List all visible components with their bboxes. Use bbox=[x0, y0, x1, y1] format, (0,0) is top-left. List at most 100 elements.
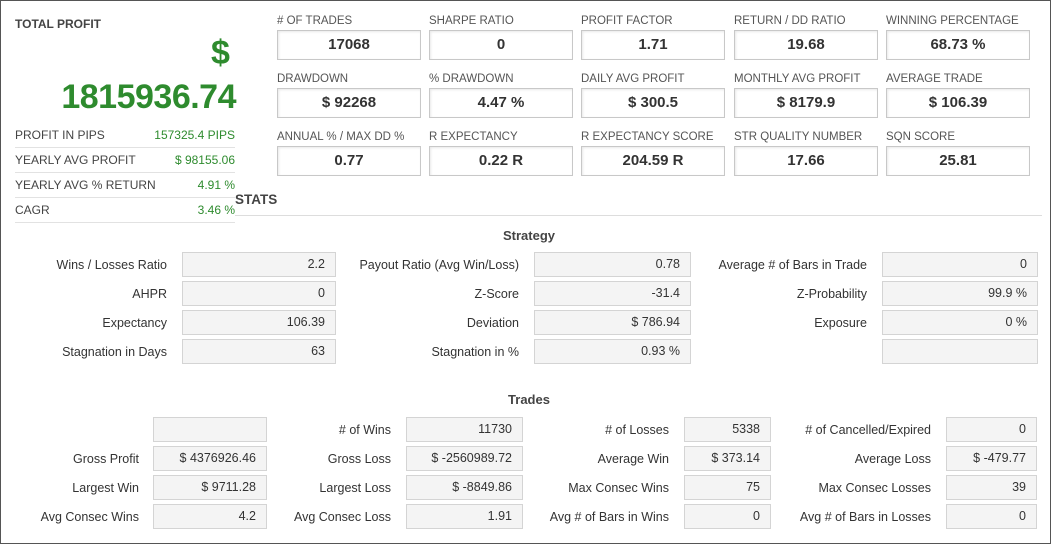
summary-row-cagr: CAGR 3.46 % bbox=[15, 198, 235, 223]
metric-label: PROFIT FACTOR bbox=[581, 15, 673, 27]
metric-label: % DRAWDOWN bbox=[429, 73, 514, 85]
stats-heading: STATS bbox=[235, 192, 278, 207]
stat-value: 0 bbox=[882, 252, 1038, 277]
metric-value: 17.66 bbox=[734, 146, 878, 176]
summary-label: CAGR bbox=[15, 203, 50, 217]
stat-value: 0 % bbox=[882, 310, 1038, 335]
summary-row-yearly-avg-profit: YEARLY AVG PROFIT $ 98155.06 bbox=[15, 148, 235, 173]
stat-label: Average # of Bars in Trade bbox=[718, 258, 867, 272]
trade-stat-value: $ 9711.28 bbox=[153, 475, 267, 500]
stat-value: 106.39 bbox=[182, 310, 336, 335]
stat-value: 63 bbox=[182, 339, 336, 364]
summary-value: $ 98155.06 bbox=[174, 153, 235, 167]
trade-stat-value: 0 bbox=[684, 504, 771, 529]
stats-divider bbox=[235, 215, 1042, 216]
summary-value: 3.46 % bbox=[197, 203, 235, 217]
summary-row-yearly-avg-return: YEARLY AVG % RETURN 4.91 % bbox=[15, 173, 235, 198]
stat-label: Z-Score bbox=[474, 287, 519, 301]
trade-stat-label: Avg Consec Wins bbox=[40, 510, 139, 524]
trade-stat-label: Avg Consec Loss bbox=[293, 510, 391, 524]
stat-value: 99.9 % bbox=[882, 281, 1038, 306]
metric-value: $ 8179.9 bbox=[734, 88, 878, 118]
metric-value: 4.47 % bbox=[429, 88, 573, 118]
metric-value: 25.81 bbox=[886, 146, 1030, 176]
stat-label: Wins / Losses Ratio bbox=[56, 258, 167, 272]
trade-stat-value: 4.2 bbox=[153, 504, 267, 529]
trades-section-title: Trades bbox=[508, 392, 550, 407]
metric-label: R EXPECTANCY bbox=[429, 131, 518, 143]
summary-label: YEARLY AVG PROFIT bbox=[15, 153, 136, 167]
stat-value: 2.2 bbox=[182, 252, 336, 277]
trade-stat-label: Avg # of Bars in Losses bbox=[799, 510, 931, 524]
trade-stat-label: Largest Win bbox=[72, 481, 139, 495]
metric-label: SHARPE RATIO bbox=[429, 15, 514, 27]
trade-stat-label: # of Losses bbox=[605, 423, 669, 437]
currency-symbol: $ bbox=[211, 34, 230, 72]
summary-value: 4.91 % bbox=[197, 178, 235, 192]
summary-value: 157325.4 PIPS bbox=[154, 128, 235, 142]
metric-value: 1.71 bbox=[581, 30, 725, 60]
metric-label: MONTHLY AVG PROFIT bbox=[734, 73, 861, 85]
stat-value: 0 bbox=[182, 281, 336, 306]
stat-label: Stagnation in Days bbox=[62, 345, 167, 359]
stat-label: Payout Ratio (Avg Win/Loss) bbox=[359, 258, 519, 272]
metric-value: 204.59 R bbox=[581, 146, 725, 176]
stat-value: 0.78 bbox=[534, 252, 691, 277]
trade-stat-value: $ -8849.86 bbox=[406, 475, 523, 500]
metric-value: 68.73 % bbox=[886, 30, 1030, 60]
metric-value: 17068 bbox=[277, 30, 421, 60]
metric-value: 0.22 R bbox=[429, 146, 573, 176]
trade-stat-value: $ 4376926.46 bbox=[153, 446, 267, 471]
trade-stat-value: 5338 bbox=[684, 417, 771, 442]
total-profit-title: TOTAL PROFIT bbox=[15, 17, 101, 31]
trade-stat-label: Largest Loss bbox=[319, 481, 391, 495]
metric-label: # OF TRADES bbox=[277, 15, 353, 27]
metric-label: DAILY AVG PROFIT bbox=[581, 73, 685, 85]
metric-label: STR QUALITY NUMBER bbox=[734, 131, 863, 143]
trade-stat-value: 1.91 bbox=[406, 504, 523, 529]
trade-stat-value: 75 bbox=[684, 475, 771, 500]
trade-stat-label: Max Consec Wins bbox=[568, 481, 669, 495]
trade-stat-value: $ -2560989.72 bbox=[406, 446, 523, 471]
trade-stat-label: Avg # of Bars in Wins bbox=[549, 510, 669, 524]
stat-value bbox=[882, 339, 1038, 364]
trade-stat-value: 0 bbox=[946, 417, 1037, 442]
stat-value: -31.4 bbox=[534, 281, 691, 306]
stat-value: 0.93 % bbox=[534, 339, 691, 364]
metric-label: AVERAGE TRADE bbox=[886, 73, 983, 85]
metric-value: 0 bbox=[429, 30, 573, 60]
metric-label: R EXPECTANCY SCORE bbox=[581, 131, 714, 143]
trade-stat-value: 39 bbox=[946, 475, 1037, 500]
summary-label: YEARLY AVG % RETURN bbox=[15, 178, 156, 192]
stat-label: Exposure bbox=[814, 316, 867, 330]
metric-label: ANNUAL % / MAX DD % bbox=[277, 131, 405, 143]
metric-value: $ 106.39 bbox=[886, 88, 1030, 118]
stat-label: AHPR bbox=[132, 287, 167, 301]
metric-label: DRAWDOWN bbox=[277, 73, 349, 85]
metric-value: $ 300.5 bbox=[581, 88, 725, 118]
trade-stat-label: # of Cancelled/Expired bbox=[805, 423, 931, 437]
metric-label: SQN SCORE bbox=[886, 131, 956, 143]
summary-label: PROFIT IN PIPS bbox=[15, 128, 105, 142]
trade-stat-value: 11730 bbox=[406, 417, 523, 442]
metric-value: 19.68 bbox=[734, 30, 878, 60]
metric-label: RETURN / DD RATIO bbox=[734, 15, 846, 27]
trade-stat-value: $ 373.14 bbox=[684, 446, 771, 471]
trade-stat-label: Average Win bbox=[597, 452, 669, 466]
stat-label: Stagnation in % bbox=[431, 345, 519, 359]
trade-stat-label: Gross Profit bbox=[73, 452, 139, 466]
metric-value: $ 92268 bbox=[277, 88, 421, 118]
trade-stat-label: Max Consec Losses bbox=[818, 481, 931, 495]
trade-stat-value: $ -479.77 bbox=[946, 446, 1037, 471]
trade-stat-value bbox=[153, 417, 267, 442]
metric-label: WINNING PERCENTAGE bbox=[886, 15, 1019, 27]
stat-value: $ 786.94 bbox=[534, 310, 691, 335]
stat-label: Expectancy bbox=[102, 316, 167, 330]
trade-stat-label: Average Loss bbox=[854, 452, 931, 466]
trade-stat-label: # of Wins bbox=[338, 423, 391, 437]
trade-stat-label: Gross Loss bbox=[327, 452, 391, 466]
stat-label: Deviation bbox=[466, 316, 519, 330]
strategy-section-title: Strategy bbox=[502, 228, 556, 243]
metric-value: 0.77 bbox=[277, 146, 421, 176]
